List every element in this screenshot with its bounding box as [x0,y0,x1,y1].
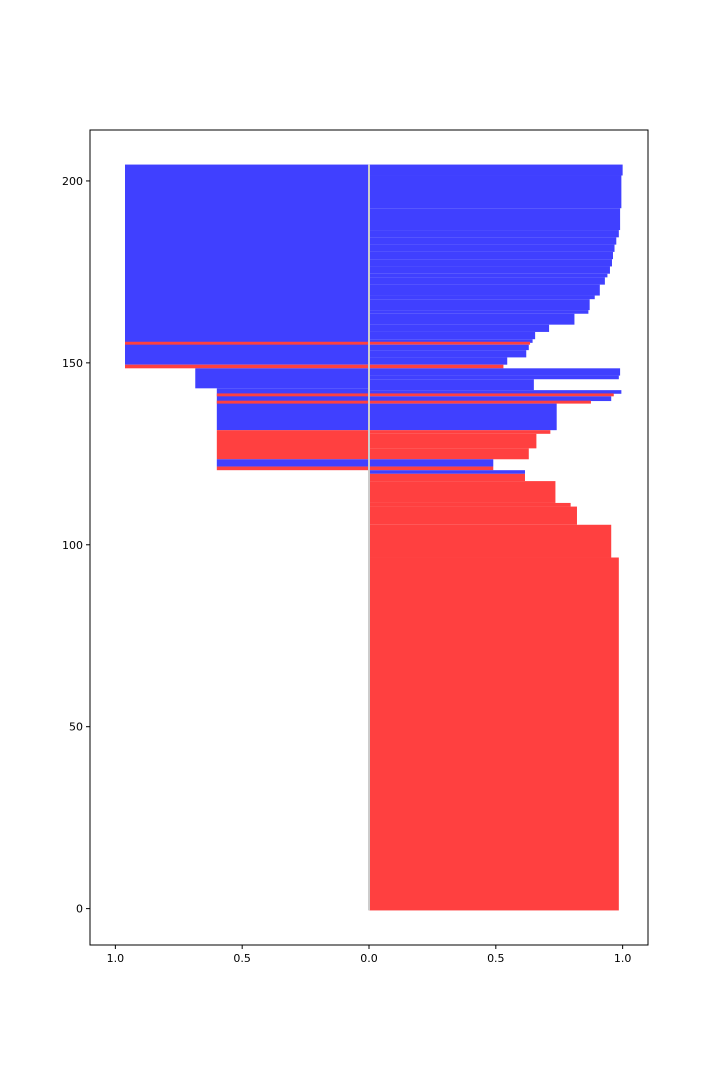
bar-35 [369,375,619,380]
bar-36 [369,379,534,391]
bar-0 [125,164,369,365]
bar-9 [216,466,369,471]
bar-26 [369,324,550,332]
bar-20 [369,277,605,285]
x-tick-label-3: 0.5 [487,952,505,965]
bar-29 [369,341,531,345]
x-tick-label-4: 1.0 [614,952,632,965]
bar-41 [369,403,557,431]
bar-53 [369,557,619,911]
bar-50 [369,502,571,507]
x-tick-label-0: 1.0 [107,952,125,965]
bar-14 [369,237,617,245]
bar-51 [369,506,577,525]
bar-23 [369,299,590,311]
bars-layer [125,164,623,911]
y-tick-label-4: 200 [62,175,83,188]
bar-52 [369,524,612,558]
bar-46 [369,466,494,471]
bar-17 [369,259,612,267]
bar-1 [125,341,369,345]
bar-12 [369,208,621,231]
bar-16 [369,251,613,260]
bar-33 [369,364,504,369]
bar-42 [369,430,551,434]
bar-40 [369,400,591,404]
bar-43 [369,433,537,449]
bar-3 [195,368,369,389]
bar-22 [369,295,595,300]
bar-38 [369,393,614,397]
bar-13 [369,230,619,238]
x-tick-label-2: 0.0 [360,952,378,965]
y-tick-label-1: 50 [69,721,83,734]
bar-8 [216,459,369,467]
bar-15 [369,244,615,252]
bar-49 [369,481,556,503]
y-tick-label-2: 100 [62,539,83,552]
bar-48 [369,473,525,482]
bar-6 [216,400,369,404]
bar-18 [369,266,610,274]
bar-27 [369,331,536,340]
bar-30 [369,344,529,351]
y-tick-label-0: 0 [76,903,83,916]
bar-10 [369,164,623,176]
bar-32 [369,357,508,365]
bar-34 [369,368,621,376]
x-tick-label-1: 0.5 [233,952,251,965]
y-tick-label-3: 150 [62,357,83,370]
bar-37 [369,390,622,394]
bar-25 [369,313,575,325]
bar-11 [369,175,622,209]
bar-5 [216,393,369,397]
bar-39 [369,396,612,402]
bar-31 [369,350,527,358]
bar-7 [216,430,369,460]
bar-28 [369,339,533,343]
bar-19 [369,273,608,278]
bar-21 [369,284,600,296]
bar-45 [369,459,494,467]
x-axis-ticks: 1.0 0.5 0.0 0.5 1.0 [107,945,632,965]
y-axis-ticks: 0 50 100 150 200 [62,175,90,916]
bar-44 [369,448,529,460]
bar-47 [369,470,525,474]
bar-24 [369,310,589,314]
bar-2 [125,364,369,369]
